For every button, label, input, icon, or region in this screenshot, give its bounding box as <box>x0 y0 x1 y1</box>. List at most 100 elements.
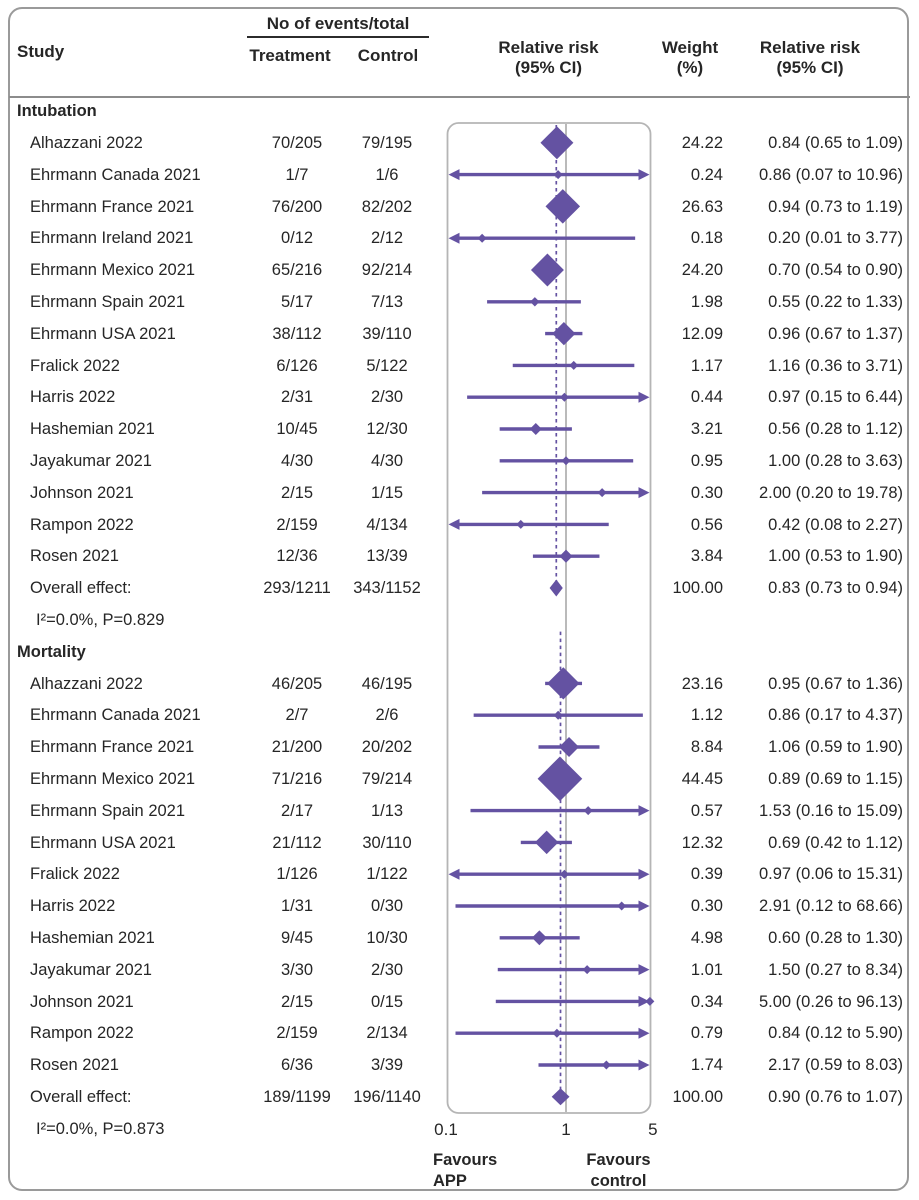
overall-label: Overall effect: <box>30 579 132 598</box>
weight-value: 1.01 <box>690 960 723 979</box>
treatment-events: 3/30 <box>280 960 314 979</box>
column-header-treatment: Treatment <box>249 46 331 65</box>
het-row: I²=0.0%, P=0.873 <box>0 1113 919 1145</box>
study-label: Rampon 2022 <box>30 1024 134 1043</box>
study-row: Johnson 2021 2/15 0/15 0.34 5.00 (0.26 to 96… <box>0 986 919 1018</box>
study-row: Rosen 2021 12/36 13/39 3.84 1.00 (0.53 to 1.… <box>0 540 919 572</box>
treatment-events: 2/7 <box>285 706 309 725</box>
weight-value: 0.39 <box>690 865 723 884</box>
overall-row: Overall effect: 293/1211 343/1152 100.00 0.8… <box>0 572 919 604</box>
control-events: 343/1152 <box>353 579 421 598</box>
study-row: Harris 2022 1/31 0/30 0.30 2.91 (0.12 to 68.… <box>0 890 919 922</box>
study-row: Harris 2022 2/31 2/30 0.44 0.97 (0.15 to 6.4… <box>0 381 919 413</box>
weight-value: 24.20 <box>681 261 723 280</box>
rr-ci-text: 1.00 (0.53 to 1.90) <box>768 547 903 566</box>
study-label: Jayakumar 2021 <box>30 451 152 470</box>
control-events: 46/195 <box>361 674 413 693</box>
treatment-events: 2/159 <box>276 515 318 534</box>
rr-ci-text: 1.53 (0.16 to 15.09) <box>758 801 903 820</box>
weight-value: 1.98 <box>690 292 723 311</box>
study-row: Ehrmann Mexico 2021 65/216 92/214 24.20 0.70… <box>0 254 919 286</box>
treatment-events: 1/7 <box>285 165 309 184</box>
study-label: Rosen 2021 <box>30 1056 119 1075</box>
treatment-events: 293/1211 <box>263 579 331 598</box>
rr-ci-text: 0.86 (0.17 to 4.37) <box>768 706 903 725</box>
weight-value: 100.00 <box>672 579 723 598</box>
treatment-events: 2/17 <box>280 801 314 820</box>
study-row: Alhazzani 2022 46/205 46/195 23.16 0.95 (0.6… <box>0 668 919 700</box>
rr-ci-text: 0.60 (0.28 to 1.30) <box>768 928 903 947</box>
weight-value: 0.30 <box>690 897 723 916</box>
figure-border <box>8 7 909 1191</box>
study-label: Ehrmann Ireland 2021 <box>30 229 194 248</box>
weight-value: 0.30 <box>690 483 723 502</box>
weight-value: 0.24 <box>690 165 723 184</box>
rr-ci-text: 2.17 (0.59 to 8.03) <box>768 1056 903 1075</box>
rr-ci-text: 0.70 (0.54 to 0.90) <box>768 261 903 280</box>
treatment-events: 5/17 <box>280 292 314 311</box>
rr-ci-text: 0.56 (0.28 to 1.12) <box>768 420 903 439</box>
rr-ci-text: 0.89 (0.69 to 1.15) <box>768 769 903 788</box>
study-label: Rampon 2022 <box>30 515 134 534</box>
study-row: Rampon 2022 2/159 2/134 0.79 0.84 (0.12 to 5… <box>0 1017 919 1049</box>
control-events: 92/214 <box>361 261 413 280</box>
x-axis-tick-5: 5 <box>648 1120 658 1139</box>
study-row: Jayakumar 2021 4/30 4/30 0.95 1.00 (0.28 to … <box>0 445 919 477</box>
control-events: 30/110 <box>362 833 412 852</box>
control-events: 10/30 <box>366 928 408 947</box>
study-label: Jayakumar 2021 <box>30 960 152 979</box>
study-label: Harris 2022 <box>30 897 116 916</box>
treatment-events: 189/1199 <box>263 1087 331 1106</box>
control-events: 0/15 <box>370 992 404 1011</box>
control-events: 20/202 <box>361 738 413 757</box>
heterogeneity-label: I²=0.0%, P=0.873 <box>36 1119 165 1138</box>
heterogeneity-label: I²=0.0%, P=0.829 <box>36 610 165 629</box>
rr-ci-text: 0.94 (0.73 to 1.19) <box>768 197 903 216</box>
treatment-events: 2/31 <box>280 388 314 407</box>
study-label: Ehrmann Mexico 2021 <box>30 261 196 280</box>
study-label: Hashemian 2021 <box>30 928 155 947</box>
treatment-events: 76/200 <box>271 197 323 216</box>
study-row: Ehrmann France 2021 21/200 20/202 8.84 1.06 … <box>0 731 919 763</box>
control-events: 2/12 <box>370 229 404 248</box>
weight-value: 0.44 <box>690 388 723 407</box>
study-row: Ehrmann Canada 2021 1/7 1/6 0.24 0.86 (0.07 … <box>0 159 919 191</box>
study-row: Ehrmann Spain 2021 5/17 7/13 1.98 0.55 (0.22… <box>0 286 919 318</box>
control-events: 1/122 <box>366 865 408 884</box>
treatment-events: 46/205 <box>271 674 323 693</box>
section-label: Intubation <box>17 102 97 121</box>
weight-value: 3.84 <box>690 547 723 566</box>
treatment-events: 6/36 <box>280 1056 314 1075</box>
control-events: 12/30 <box>366 420 408 439</box>
study-label: Ehrmann Mexico 2021 <box>30 769 196 788</box>
study-row: Fralick 2022 1/126 1/122 0.39 0.97 (0.06 to … <box>0 858 919 890</box>
control-events: 5/122 <box>366 356 408 375</box>
treatment-events: 70/205 <box>271 133 323 152</box>
study-label: Johnson 2021 <box>30 483 134 502</box>
treatment-events: 10/45 <box>276 420 318 439</box>
section-row: Mortality <box>0 636 919 668</box>
treatment-events: 21/200 <box>271 738 323 757</box>
study-row: Fralick 2022 6/126 5/122 1.17 1.16 (0.36 to … <box>0 350 919 382</box>
weight-value: 1.74 <box>690 1056 723 1075</box>
rr-ci-text: 0.42 (0.08 to 2.27) <box>768 515 903 534</box>
control-events: 2/6 <box>375 706 399 725</box>
weight-value: 12.32 <box>681 833 723 852</box>
column-header-relative-risk-plot: Relative risk (95% CI) <box>498 38 599 77</box>
treatment-events: 2/15 <box>280 992 314 1011</box>
treatment-events: 2/15 <box>280 483 314 502</box>
treatment-events: 65/216 <box>271 261 323 280</box>
column-header-control: Control <box>357 46 419 65</box>
control-events: 13/39 <box>366 547 408 566</box>
treatment-events: 21/112 <box>272 833 322 852</box>
overall-label: Overall effect: <box>30 1087 132 1106</box>
column-header-study: Study <box>17 42 65 61</box>
weight-value: 100.00 <box>672 1087 723 1106</box>
study-row: Rosen 2021 6/36 3/39 1.74 2.17 (0.59 to 8.03… <box>0 1049 919 1081</box>
study-label: Fralick 2022 <box>30 865 120 884</box>
weight-value: 1.17 <box>690 356 723 375</box>
control-events: 196/1140 <box>353 1087 421 1106</box>
control-events: 2/134 <box>366 1024 408 1043</box>
rr-ci-text: 0.97 (0.06 to 15.31) <box>758 865 903 884</box>
study-label: Ehrmann USA 2021 <box>30 833 176 852</box>
